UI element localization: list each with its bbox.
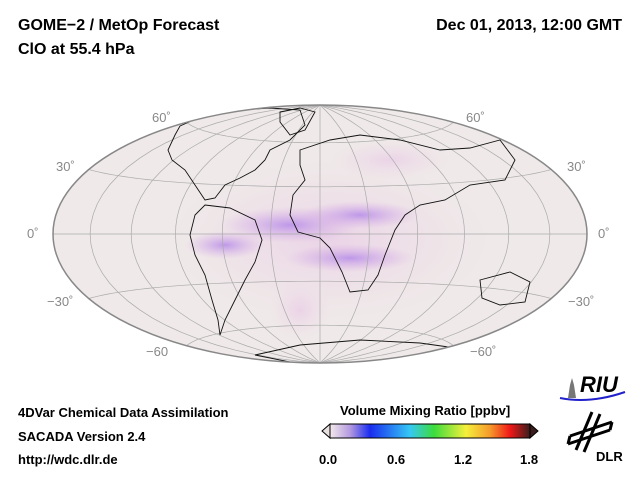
colorbar-tick-2: 1.2 <box>454 452 473 467</box>
meridian-line <box>130 105 321 363</box>
coast-greenland <box>279 107 316 136</box>
colorbar-under-arrow <box>321 422 331 440</box>
colorbar-tick-0: 0.0 <box>319 452 338 467</box>
lat-label-right-30: 30˚ <box>567 159 586 174</box>
footer-line-2: SACADA Version 2.4 <box>18 429 146 444</box>
meridian-line <box>319 105 370 363</box>
meridian-line <box>175 105 321 363</box>
meridian-line <box>221 105 321 363</box>
lat-label-right-0: 0˚ <box>598 226 610 241</box>
lat-label-left-60: 60˚ <box>152 110 171 125</box>
coast-south-america <box>189 204 263 336</box>
colorbar-title: Volume Mixing Ratio [ppbv] <box>340 403 511 418</box>
lat-label-left-30: 30˚ <box>56 159 75 174</box>
meridian-line <box>89 105 321 363</box>
species-level: ClO at 55.4 hPa <box>18 41 135 58</box>
globe-border <box>52 104 588 364</box>
lat-label-left-m30: −30˚ <box>47 294 74 309</box>
coast-africa-eurasia <box>289 134 516 293</box>
coast-north-america <box>167 107 306 201</box>
coast-australia <box>479 271 531 306</box>
dlr-logo-text: DLR <box>596 449 623 464</box>
lat-label-right-60: 60˚ <box>466 110 485 125</box>
meridian-line <box>319 105 465 363</box>
coastlines <box>167 107 531 363</box>
forecast-datetime: Dec 01, 2013, 12:00 GMT <box>436 17 622 34</box>
product-title: GOME−2 / MetOp Forecast <box>18 17 220 34</box>
lat-label-left-m60: −60 <box>146 344 169 359</box>
meridian-line <box>319 105 419 363</box>
lat-label-left-0: 0˚ <box>27 226 39 241</box>
coast-antarctica <box>254 339 472 363</box>
meridian-line <box>270 105 321 363</box>
riu-logo <box>559 378 626 401</box>
dlr-logo <box>566 411 614 453</box>
colorbar-over-arrow <box>529 422 539 440</box>
footer-url[interactable]: http://wdc.dlr.de <box>18 452 118 467</box>
meridian-line <box>319 105 510 363</box>
colorbar-gradient <box>329 423 531 439</box>
meridian-line <box>319 105 551 363</box>
graticule <box>53 105 587 363</box>
footer-line-1: 4DVar Chemical Data Assimilation <box>18 405 229 420</box>
riu-logo-text: RIU <box>580 372 618 397</box>
lat-label-right-m60: −60˚ <box>470 344 497 359</box>
colorbar <box>321 422 539 440</box>
colorbar-tick-1: 0.6 <box>387 452 406 467</box>
colorbar-tick-3: 1.8 <box>520 452 539 467</box>
lat-label-right-m30: −30˚ <box>568 294 595 309</box>
